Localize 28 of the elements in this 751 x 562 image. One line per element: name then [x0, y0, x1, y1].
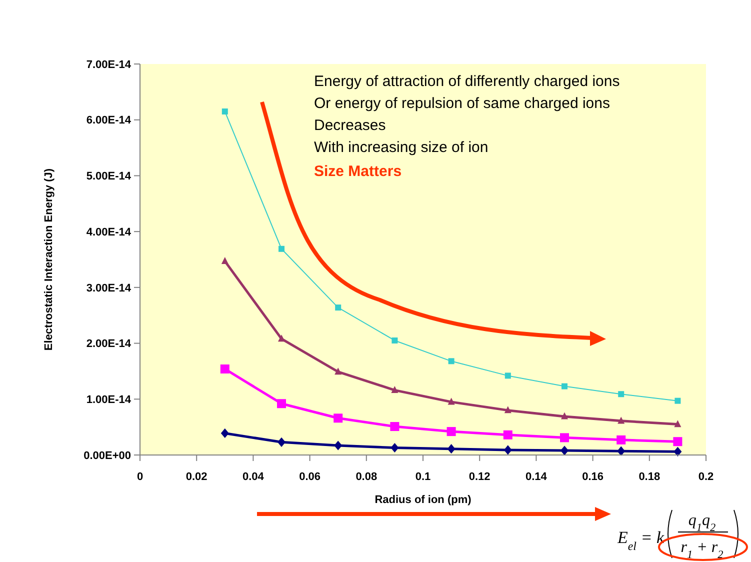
x-tick-label: 0.1	[415, 471, 431, 483]
annotation: Or energy of repulsion of same charged ions	[314, 95, 610, 112]
y-tick-label: 3.00E-14	[86, 282, 132, 294]
y-tick-label: 5.00E-14	[86, 170, 132, 183]
x-tick-label: 0.2	[698, 471, 714, 483]
x-tick-label: 0.02	[186, 471, 208, 483]
x-tick-label: 0.18	[638, 471, 660, 483]
annotation: Decreases	[314, 117, 386, 134]
x-tick-label: 0.14	[525, 471, 548, 483]
annotation: With increasing size of ion	[314, 139, 488, 156]
y-tick-label: 4.00E-14	[86, 226, 132, 238]
x-tick-label: 0.06	[299, 471, 321, 483]
x-tick-label: 0	[136, 471, 144, 483]
text: q$_{1}$q$_{2}$	[688, 512, 716, 534]
y-tick-label: 2.00E-14	[86, 338, 132, 350]
x-tick-label: 0.16	[582, 471, 604, 483]
x-tick-label: 0.04	[242, 471, 265, 483]
x-tick-label: 0.12	[468, 471, 490, 483]
y-tick-label: 6.00E-14	[86, 114, 132, 127]
y-tick-label: 0.00E+00	[84, 450, 131, 462]
y-tick-label: 7.00E-14	[86, 58, 132, 71]
y-axis-title: Electrostatic Interaction Energy (J)	[43, 168, 55, 351]
x-axis-title: Radius of ion (pm)	[374, 494, 472, 506]
annotation: Size Matters	[314, 163, 402, 180]
x-tick-label: 0.08	[356, 471, 378, 483]
text: r$_{1}$ + r$_{2}$	[680, 539, 724, 561]
y-tick-label: 1.00E-14	[86, 394, 132, 406]
annotation: Energy of attraction of differently charged ions	[314, 73, 620, 90]
